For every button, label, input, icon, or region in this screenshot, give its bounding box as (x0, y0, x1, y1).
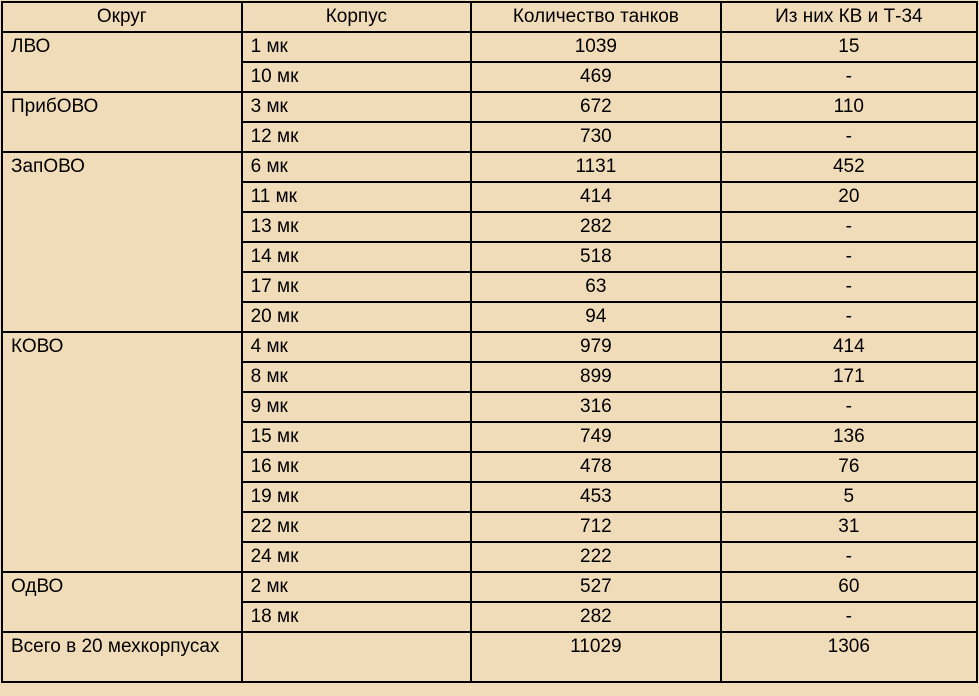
cell-tanks: 672 (471, 92, 721, 122)
cell-kv-t34: 76 (721, 452, 977, 482)
total-kv-t34: 1306 (721, 632, 977, 682)
cell-tanks: 282 (471, 602, 721, 632)
cell-tanks: 94 (471, 302, 721, 332)
header-korpus: Корпус (242, 2, 471, 32)
table-row: КОВО4 мк979414 (2, 332, 977, 362)
cell-kv-t34: - (721, 212, 977, 242)
cell-tanks: 730 (471, 122, 721, 152)
cell-korpus: 4 мк (242, 332, 471, 362)
cell-kv-t34: - (721, 272, 977, 302)
cell-kv-t34: - (721, 302, 977, 332)
cell-korpus: 22 мк (242, 512, 471, 542)
cell-korpus: 16 мк (242, 452, 471, 482)
cell-korpus: 10 мк (242, 62, 471, 92)
cell-korpus: 17 мк (242, 272, 471, 302)
cell-tanks: 979 (471, 332, 721, 362)
cell-tanks: 518 (471, 242, 721, 272)
cell-tanks: 414 (471, 182, 721, 212)
tanks-table: Округ Корпус Количество танков Из них КВ… (1, 1, 978, 683)
cell-korpus: 8 мк (242, 362, 471, 392)
cell-tanks: 469 (471, 62, 721, 92)
cell-kv-t34: - (721, 242, 977, 272)
cell-kv-t34: 171 (721, 362, 977, 392)
table-row: ЗапОВО6 мк1131452 (2, 152, 977, 182)
cell-korpus: 20 мк (242, 302, 471, 332)
cell-kv-t34: 20 (721, 182, 977, 212)
table-body: ЛВО1 мк10391510 мк469-ПрибОВО3 мк6721101… (2, 32, 977, 682)
cell-tanks: 749 (471, 422, 721, 452)
cell-korpus: 18 мк (242, 602, 471, 632)
cell-kv-t34: - (721, 392, 977, 422)
cell-korpus: 19 мк (242, 482, 471, 512)
cell-tanks: 1039 (471, 32, 721, 62)
total-label: Всего в 20 мехкорпусах (2, 632, 242, 682)
cell-okrug: ОдВО (2, 572, 242, 632)
table-row: ОдВО2 мк52760 (2, 572, 977, 602)
header-tanks: Количество танков (471, 2, 721, 32)
header-okrug: Округ (2, 2, 242, 32)
cell-kv-t34: 31 (721, 512, 977, 542)
total-tanks: 11029 (471, 632, 721, 682)
cell-korpus: 24 мк (242, 542, 471, 572)
table-row: ЛВО1 мк103915 (2, 32, 977, 62)
cell-tanks: 899 (471, 362, 721, 392)
cell-kv-t34: - (721, 62, 977, 92)
cell-okrug: КОВО (2, 332, 242, 572)
table-row: ПрибОВО3 мк672110 (2, 92, 977, 122)
cell-kv-t34: 5 (721, 482, 977, 512)
header-row: Округ Корпус Количество танков Из них КВ… (2, 2, 977, 32)
cell-korpus: 14 мк (242, 242, 471, 272)
cell-tanks: 478 (471, 452, 721, 482)
cell-korpus: 1 мк (242, 32, 471, 62)
cell-kv-t34: 110 (721, 92, 977, 122)
cell-tanks: 282 (471, 212, 721, 242)
total-korpus (242, 632, 471, 682)
cell-kv-t34: - (721, 542, 977, 572)
cell-kv-t34: 15 (721, 32, 977, 62)
cell-kv-t34: - (721, 122, 977, 152)
cell-korpus: 13 мк (242, 212, 471, 242)
cell-tanks: 63 (471, 272, 721, 302)
cell-kv-t34: 136 (721, 422, 977, 452)
cell-tanks: 1131 (471, 152, 721, 182)
cell-tanks: 712 (471, 512, 721, 542)
cell-okrug: ЛВО (2, 32, 242, 92)
cell-korpus: 2 мк (242, 572, 471, 602)
cell-korpus: 9 мк (242, 392, 471, 422)
cell-korpus: 15 мк (242, 422, 471, 452)
cell-tanks: 453 (471, 482, 721, 512)
cell-okrug: ПрибОВО (2, 92, 242, 152)
total-row: Всего в 20 мехкорпусах 110291306 (2, 632, 977, 682)
cell-tanks: 222 (471, 542, 721, 572)
cell-korpus: 11 мк (242, 182, 471, 212)
cell-korpus: 12 мк (242, 122, 471, 152)
cell-korpus: 3 мк (242, 92, 471, 122)
cell-kv-t34: 452 (721, 152, 977, 182)
cell-kv-t34: 414 (721, 332, 977, 362)
header-kv-t34: Из них КВ и Т-34 (721, 2, 977, 32)
cell-tanks: 527 (471, 572, 721, 602)
cell-tanks: 316 (471, 392, 721, 422)
cell-kv-t34: 60 (721, 572, 977, 602)
cell-korpus: 6 мк (242, 152, 471, 182)
cell-kv-t34: - (721, 602, 977, 632)
cell-okrug: ЗапОВО (2, 152, 242, 332)
